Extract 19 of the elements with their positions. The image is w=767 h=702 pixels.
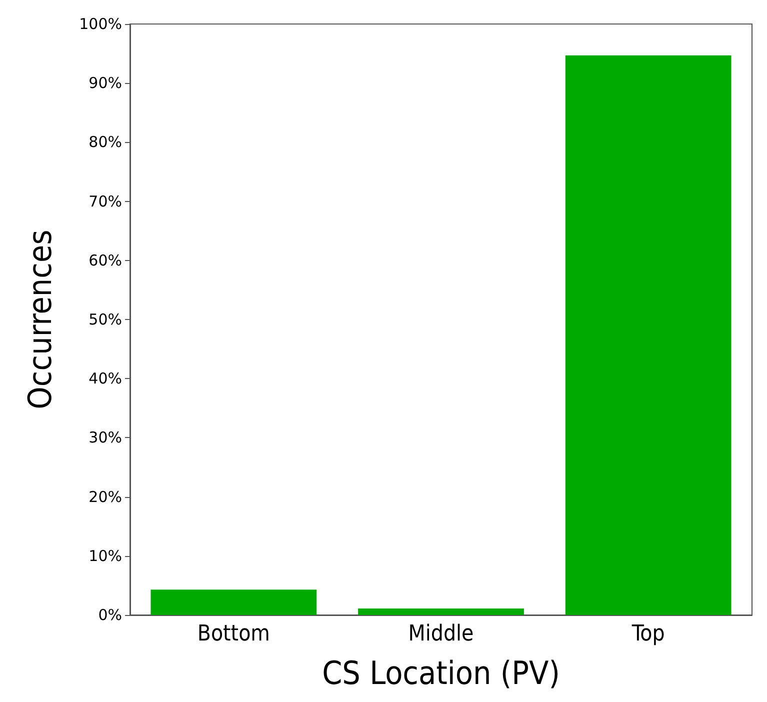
y-tick-label: 50% (88, 310, 122, 328)
y-tick-label: 30% (88, 428, 122, 447)
y-tick-label: 0% (98, 606, 122, 624)
x-tick-label: Middle (408, 622, 474, 646)
y-tick-label: 10% (88, 546, 122, 565)
y-tick-label: 80% (88, 133, 122, 152)
x-axis-title: CS Location (PV) (322, 654, 560, 692)
x-tick-label: Bottom (197, 622, 270, 646)
y-tick-label: 60% (88, 251, 122, 270)
y-tick-label: 70% (88, 192, 122, 210)
bar (358, 608, 524, 615)
y-tick-label: 100% (79, 15, 122, 33)
bar (565, 55, 732, 615)
bar (150, 590, 317, 615)
y-tick-label: 40% (88, 370, 122, 388)
y-axis-title: Occurrences (21, 230, 59, 410)
y-tick-label: 20% (88, 488, 122, 506)
y-tick-label: 90% (88, 74, 122, 92)
x-tick-label: Top (630, 622, 665, 646)
